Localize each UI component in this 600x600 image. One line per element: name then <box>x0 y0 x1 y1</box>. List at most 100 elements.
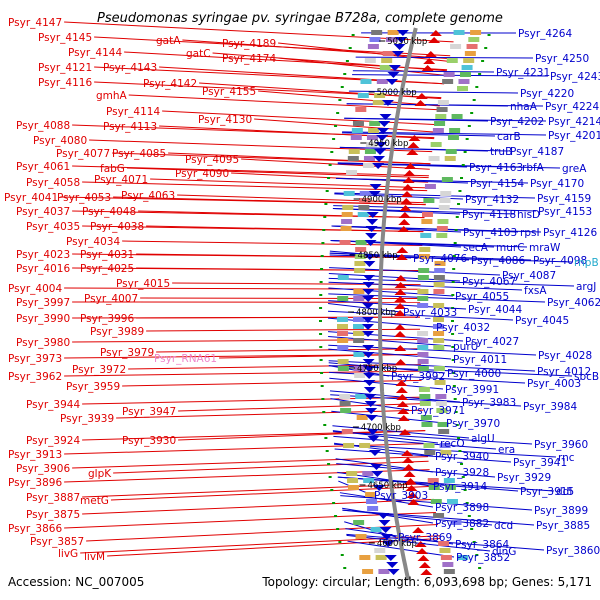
guide-dot <box>461 164 465 166</box>
cds-reverse <box>417 555 430 561</box>
cds-reverse <box>421 65 434 71</box>
gene-label-right: rnpB <box>574 257 599 269</box>
leader-line <box>339 146 509 152</box>
gene-label-left: Psyr_4035 <box>26 221 80 233</box>
cog-feature <box>360 79 372 84</box>
gene-label-right: Psyr_3983 <box>462 397 516 409</box>
cog-feature <box>443 569 455 574</box>
cds-forward <box>387 569 400 575</box>
gene-label-left: metG <box>80 495 109 507</box>
cog-feature <box>434 261 446 266</box>
gene-label-right: rpsI <box>520 227 540 239</box>
cog-feature <box>375 555 387 560</box>
leader-line <box>332 431 533 445</box>
cds-forward <box>377 128 390 134</box>
cog-feature <box>442 79 454 84</box>
cog-feature <box>347 156 359 161</box>
gene-label-left: Psyr_3972 <box>72 364 126 376</box>
gene-label-right: dcd <box>494 520 513 532</box>
cog-feature <box>368 128 380 133</box>
cds-forward <box>373 485 386 491</box>
gene-label-right: greA <box>562 163 587 175</box>
cds-forward <box>364 240 377 246</box>
guide-dot <box>324 203 328 205</box>
gene-label-left: Psyr_4121 <box>38 62 92 74</box>
gene-label-right: Psyr_4118 <box>462 209 516 221</box>
guide-dot <box>472 541 476 543</box>
guide-dot <box>465 502 469 504</box>
cds-forward <box>362 282 375 288</box>
guide-dot <box>328 476 332 478</box>
cds-forward <box>393 44 406 50</box>
cog-feature <box>367 44 379 49</box>
guide-dot <box>478 567 482 569</box>
leader-line <box>334 448 512 463</box>
gene-label-left: Psyr_4058 <box>26 177 80 189</box>
guide-dot <box>467 125 471 127</box>
gene-label-left: Psyr_4145 <box>38 32 92 44</box>
cog-feature <box>354 373 366 378</box>
cds-forward <box>362 359 375 365</box>
gene-label-right: Psyr_4011 <box>453 354 507 366</box>
gene-label-left: glpK <box>88 468 112 480</box>
guide-dot <box>336 528 340 530</box>
tick-label: 4650 kbp <box>367 481 407 491</box>
cog-feature <box>365 142 377 147</box>
cog-feature <box>342 205 354 210</box>
cds-reverse <box>394 275 407 281</box>
cog-feature <box>446 499 458 504</box>
gene-label-left: Psyr_3979 <box>100 347 154 359</box>
cog-feature <box>433 366 445 371</box>
cog-feature <box>420 233 432 238</box>
gene-label-left: Psyr_4071 <box>94 174 148 186</box>
guide-dot <box>470 528 474 530</box>
tick-label: 4750 kbp <box>357 364 397 374</box>
cds-reverse <box>399 429 412 435</box>
cog-feature <box>433 513 445 518</box>
gene-label-right: truB <box>490 146 512 158</box>
cds-forward <box>388 65 401 71</box>
gene-label-left: Psyr_4114 <box>106 106 160 118</box>
cog-feature <box>366 499 378 504</box>
cog-feature <box>436 107 448 112</box>
gene-label-right: Psyr_3898 <box>435 502 489 514</box>
cog-feature <box>417 352 429 357</box>
gene-label-left: Psyr_4016 <box>16 263 70 275</box>
gene-label-left: Psyr_3947 <box>122 406 176 418</box>
gene-label-right: purU <box>453 341 478 353</box>
leader-line <box>331 410 445 424</box>
cog-feature <box>435 114 447 119</box>
guide-dot <box>451 359 455 361</box>
leader-line <box>241 158 430 170</box>
guide-dot <box>452 385 456 387</box>
tick-marks: 5050 kbp 5000 kbp 4950 kbp 4900 kbp 4850 kbp… <box>348 37 427 549</box>
guide-dot <box>451 320 454 322</box>
cog-feature <box>354 254 366 259</box>
gene-features <box>337 30 482 575</box>
cog-feature <box>434 121 446 126</box>
tick-label: 5000 kbp <box>377 88 417 98</box>
cog-feature <box>457 555 469 560</box>
cds-forward <box>368 450 381 456</box>
cog-feature <box>433 345 445 350</box>
gene-label-left: Psyr_4085 <box>112 148 166 160</box>
guide-dot <box>451 294 455 296</box>
cds-forward <box>364 394 377 400</box>
leader-line <box>329 390 461 403</box>
leader-line <box>328 310 514 321</box>
cog-feature <box>430 499 442 504</box>
gene-label-right: Psyr_4170 <box>530 178 584 190</box>
cog-feature <box>433 324 445 329</box>
guide-dot <box>461 476 465 478</box>
cds-forward <box>362 366 375 372</box>
gene-label-right: Psyr_4126 <box>543 227 597 239</box>
gene-label-left: Psyr_3989 <box>90 326 144 338</box>
leader-line <box>113 196 426 206</box>
cds-reverse <box>398 212 411 218</box>
cds-reverse <box>398 219 411 225</box>
cog-feature <box>470 30 482 35</box>
cds-reverse <box>403 471 416 477</box>
gene-label-right: Psyr_4087 <box>502 270 556 282</box>
gene-label-right: argJ <box>576 281 596 293</box>
cds-reverse <box>396 394 409 400</box>
